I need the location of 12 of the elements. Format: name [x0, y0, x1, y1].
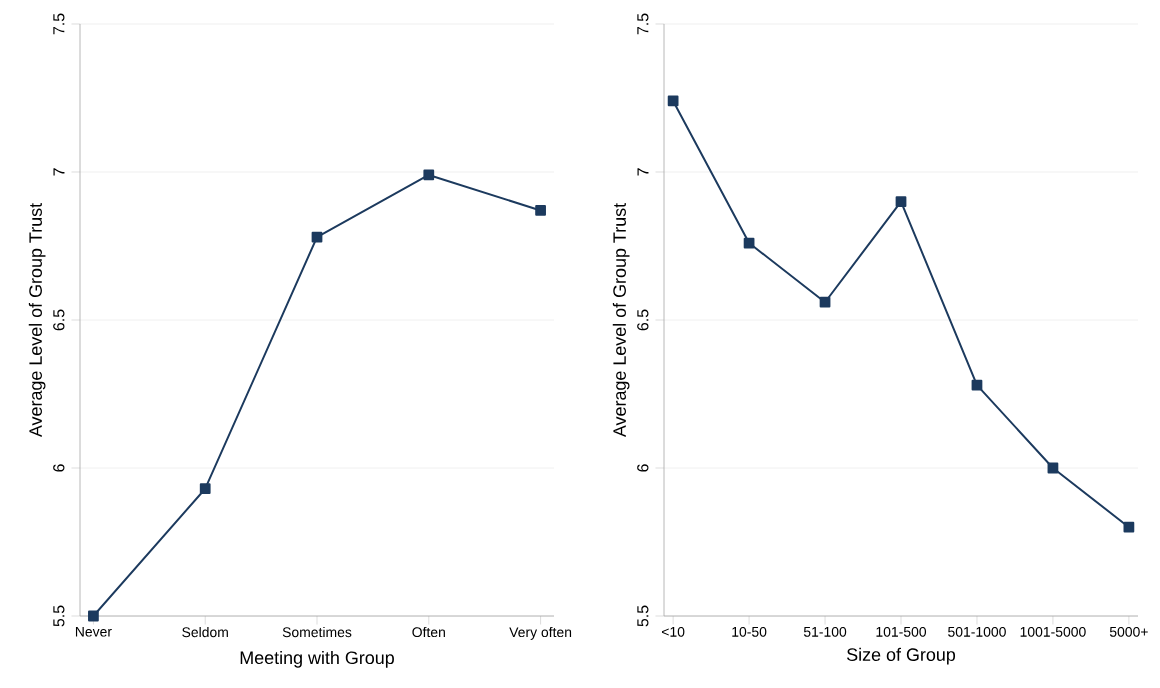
- point: [895, 196, 907, 207]
- point: [535, 205, 546, 216]
- point: [1123, 521, 1135, 533]
- point: [423, 169, 435, 181]
- point: [819, 296, 831, 308]
- x-axis-title: Size of Group: [847, 647, 956, 665]
- y-axis-title: Average Level of Group Trust: [28, 203, 46, 438]
- x-axis-title: Meeting with Group: [240, 650, 394, 668]
- point: [88, 610, 99, 622]
- point: [667, 95, 679, 107]
- point: [199, 483, 211, 495]
- y-axis-title: Average Level of Group Trust: [612, 203, 630, 438]
